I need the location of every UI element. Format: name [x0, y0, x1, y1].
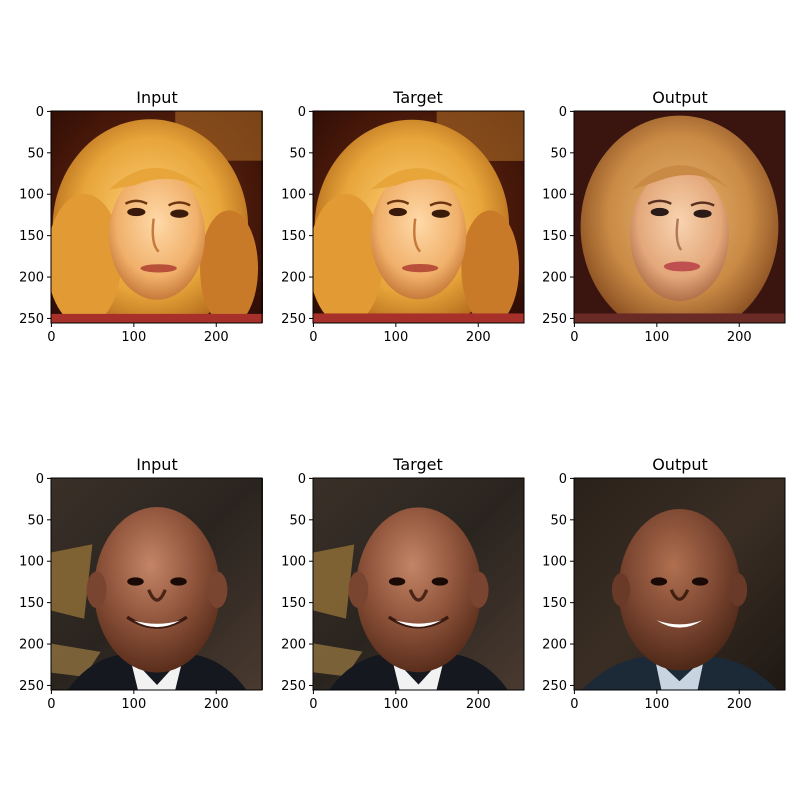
y-tick-label: 50 [289, 513, 306, 528]
y-tick-label: 250 [542, 679, 567, 694]
y-tick-label: 0 [298, 105, 306, 120]
y-tick-label: 150 [542, 229, 567, 244]
panel-title: Output [652, 455, 708, 474]
panel-row1-input: Input [51, 88, 263, 323]
panel-title: Output [652, 88, 708, 107]
y-tick-label: 50 [27, 513, 44, 528]
y-tick-label: 100 [281, 188, 306, 203]
panel-axes: 0 100 200 0 50 100 150 200 250 [281, 472, 525, 712]
panel-title: Target [392, 455, 443, 474]
y-tick-label: 200 [542, 638, 567, 653]
panel-axes: 0 100 200 0 50 100 150 200 250 [281, 105, 525, 345]
y-tick-label: 50 [550, 146, 567, 161]
x-tick-label: 100 [383, 330, 408, 345]
panel-axes: 0 100 200 0 50 100 150 200 250 [19, 472, 263, 712]
x-tick-label: 0 [47, 330, 55, 345]
x-tick-label: 200 [466, 697, 491, 712]
y-tick-label: 150 [281, 596, 306, 611]
y-tick-label: 0 [559, 105, 567, 120]
y-tick-label: 250 [281, 312, 306, 327]
x-tick-label: 200 [727, 330, 752, 345]
x-tick-label: 100 [121, 697, 146, 712]
y-tick-label: 100 [19, 555, 44, 570]
x-tick-label: 0 [309, 330, 317, 345]
man-portrait-image [313, 478, 524, 690]
woman-portrait-image [313, 111, 524, 323]
y-tick-label: 250 [542, 312, 567, 327]
panel-axes: 0 100 200 0 50 100 150 200 250 [19, 105, 263, 345]
man-portrait-image [51, 478, 263, 690]
y-tick-label: 100 [281, 555, 306, 570]
y-tick-label: 0 [36, 472, 44, 487]
x-tick-label: 100 [121, 330, 146, 345]
y-tick-label: 200 [19, 638, 44, 653]
y-tick-label: 250 [19, 679, 44, 694]
y-tick-label: 200 [19, 271, 44, 286]
axes-frame [50, 110, 263, 324]
y-tick-label: 150 [19, 229, 44, 244]
y-tick-label: 200 [542, 271, 567, 286]
x-tick-label: 200 [204, 697, 229, 712]
x-tick-label: 200 [466, 330, 491, 345]
panel-title: Input [136, 455, 177, 474]
man-portrait-image [574, 478, 785, 690]
y-tick-label: 50 [289, 146, 306, 161]
axes-frame [573, 110, 786, 324]
y-tick-label: 250 [19, 312, 44, 327]
panel-row2-output: Output [574, 455, 785, 690]
panel-axes: 0 100 200 0 50 100 150 200 250 [542, 105, 786, 345]
y-tick-label: 0 [559, 472, 567, 487]
x-tick-label: 200 [727, 697, 752, 712]
panel-axes: 0 100 200 0 50 100 150 200 250 [542, 472, 786, 712]
y-tick-label: 100 [19, 188, 44, 203]
panel-row1-target: Target [313, 88, 524, 323]
y-tick-label: 0 [298, 472, 306, 487]
y-tick-label: 150 [542, 596, 567, 611]
y-tick-label: 150 [281, 229, 306, 244]
x-tick-label: 100 [644, 330, 669, 345]
y-tick-label: 250 [281, 679, 306, 694]
axes-frame [573, 477, 786, 691]
x-tick-label: 0 [47, 697, 55, 712]
axes-frame [50, 477, 263, 691]
axes-frame [312, 477, 525, 691]
y-tick-label: 50 [550, 513, 567, 528]
y-tick-label: 50 [27, 146, 44, 161]
axes-frame [312, 110, 525, 324]
panel-row2-input: Input [51, 455, 263, 690]
x-tick-label: 0 [570, 330, 578, 345]
y-tick-label: 200 [281, 638, 306, 653]
y-tick-label: 100 [542, 555, 567, 570]
x-tick-label: 0 [570, 697, 578, 712]
panel-row2-target: Target [313, 455, 524, 690]
y-tick-label: 0 [36, 105, 44, 120]
panel-row1-output: Output [574, 88, 785, 323]
y-tick-label: 100 [542, 188, 567, 203]
woman-portrait-image [51, 111, 263, 323]
x-tick-label: 100 [644, 697, 669, 712]
y-tick-label: 150 [19, 596, 44, 611]
woman-portrait-image [574, 111, 785, 323]
panel-title: Target [392, 88, 443, 107]
x-tick-label: 0 [309, 697, 317, 712]
x-tick-label: 100 [383, 697, 408, 712]
x-tick-label: 200 [204, 330, 229, 345]
panel-title: Input [136, 88, 177, 107]
y-tick-label: 200 [281, 271, 306, 286]
